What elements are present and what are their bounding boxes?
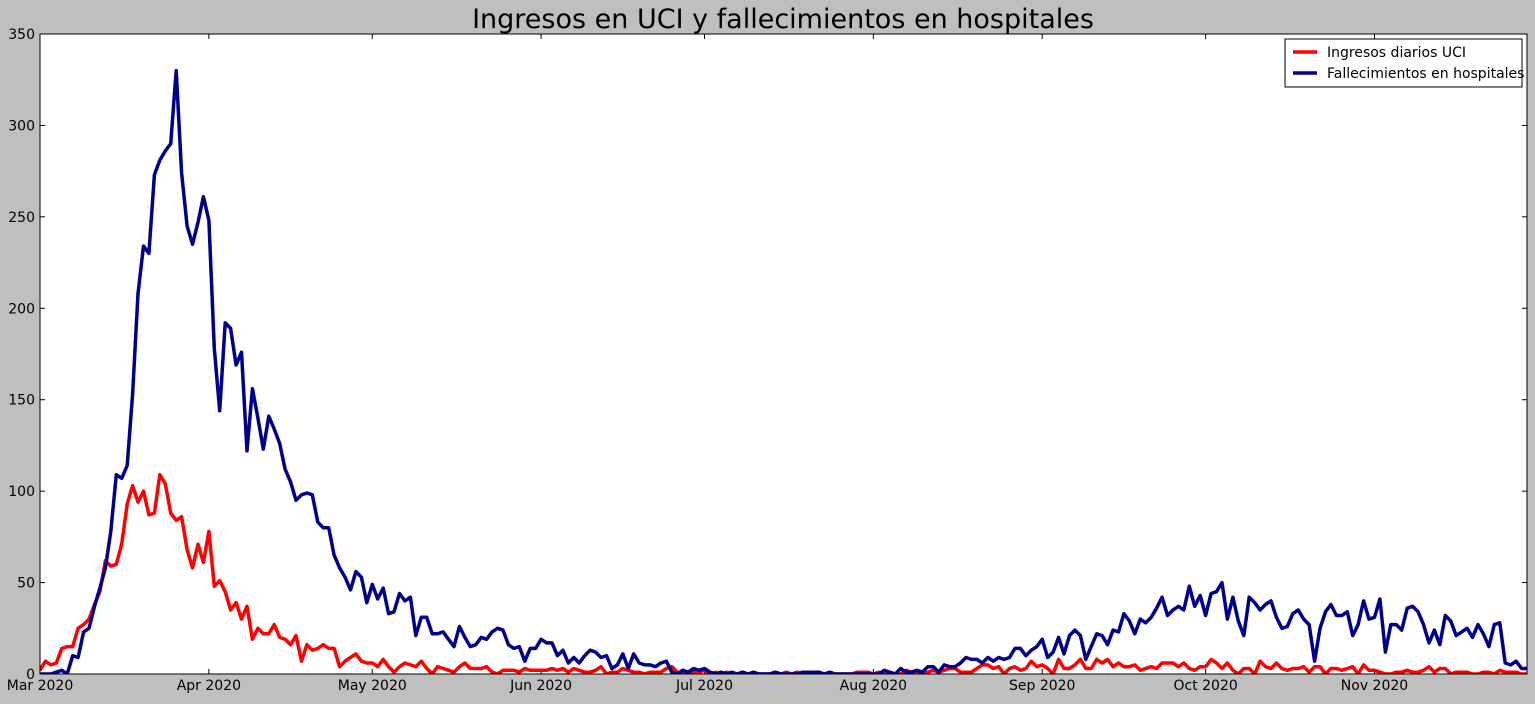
legend-label: Ingresos diarios UCI [1327, 45, 1466, 61]
legend-box [1284, 38, 1523, 88]
x-tick-label: Apr 2020 [177, 678, 241, 694]
y-tick-label: 250 [8, 210, 35, 226]
y-tick-label: 150 [8, 393, 35, 409]
x-tick-label: Aug 2020 [840, 678, 907, 694]
plot-frame [39, 33, 1528, 675]
legend: Ingresos diarios UCI Fallecimientos en ho… [1284, 38, 1524, 88]
series-line-1 [40, 68, 1527, 674]
y-tick-label: 50 [17, 576, 35, 592]
x-tick-label: Nov 2020 [1341, 678, 1408, 694]
legend-label: Fallecimientos en hospitales [1327, 66, 1524, 82]
x-tick-label: May 2020 [338, 678, 407, 694]
y-axis: 0 50 100 150 200 250 300 350 [8, 27, 1527, 683]
y-tick-label: 350 [8, 27, 35, 43]
y-tick-label: 200 [8, 301, 35, 317]
x-tick-label: Jun 2020 [509, 678, 572, 694]
y-tick-label: 100 [8, 484, 35, 500]
x-tick-label: Oct 2020 [1173, 678, 1237, 694]
y-tick-label: 0 [26, 667, 35, 683]
chart-title: Ingresos en UCI y fallecimientos en hosp… [472, 4, 1094, 35]
x-tick-label: Sep 2020 [1009, 678, 1075, 694]
y-tick-label: 300 [8, 118, 35, 134]
x-tick-label: Mar 2020 [7, 678, 74, 694]
plot-area [40, 34, 1527, 674]
x-tick-label: Jul 2020 [675, 678, 733, 694]
x-axis: Mar 2020 Apr 2020 May 2020 Jun 2020 Jul 2020… [7, 34, 1408, 694]
series-layer [40, 68, 1527, 674]
